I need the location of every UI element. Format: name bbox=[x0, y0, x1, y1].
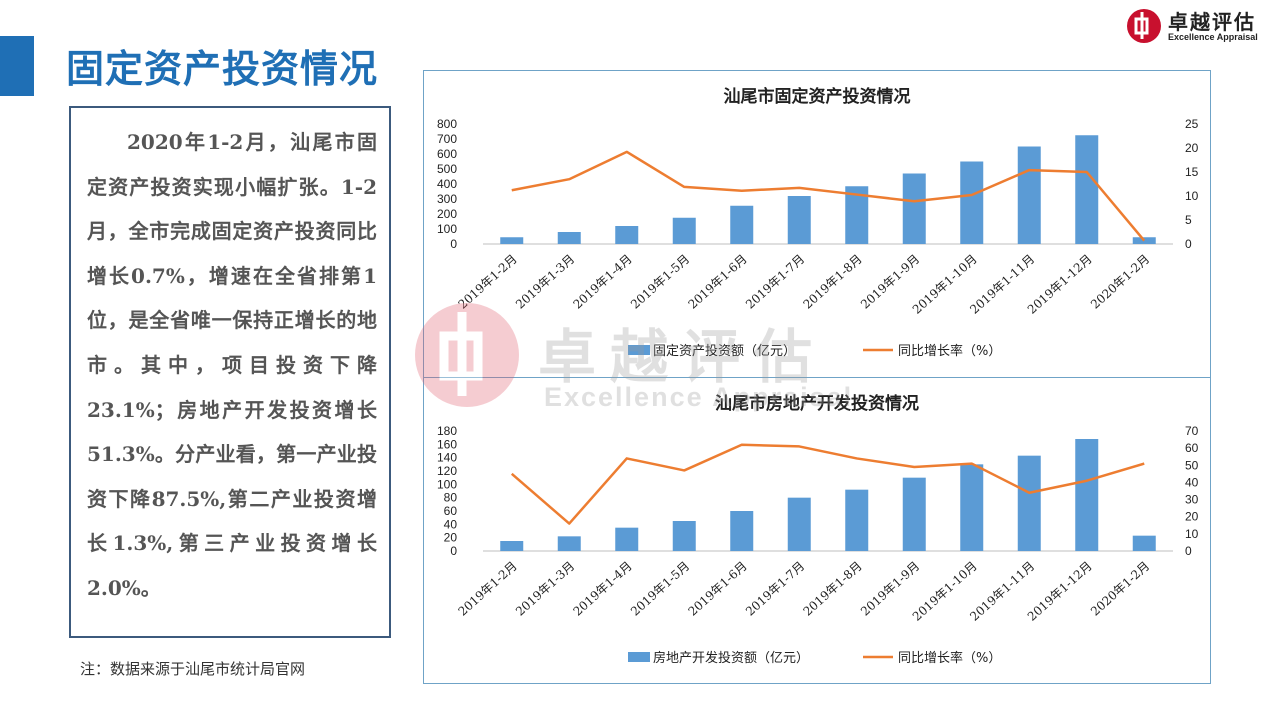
chart-fixed-asset-investment: 汕尾市固定资产投资情况01002003004005006007008000510… bbox=[437, 86, 1199, 359]
y-tick-right: 50 bbox=[1185, 458, 1199, 472]
bar bbox=[960, 161, 984, 244]
bar bbox=[557, 536, 581, 551]
y-tick-left: 60 bbox=[444, 504, 458, 518]
legend-bar-label: 房地产开发投资额（亿元） bbox=[653, 650, 809, 666]
bar bbox=[1017, 146, 1041, 244]
x-tick-label: 2019年1-2月 bbox=[455, 559, 519, 619]
bar bbox=[615, 527, 639, 551]
bar bbox=[1132, 535, 1156, 551]
y-tick-right: 0 bbox=[1185, 237, 1192, 251]
x-tick-label: 2019年1-7月 bbox=[743, 559, 807, 619]
y-tick-left: 400 bbox=[437, 177, 457, 191]
y-tick-left: 300 bbox=[437, 192, 457, 206]
summary-text: 2020年1-2月，汕尾市固定资产投资实现小幅扩张。1-2月，全市完成固定资产投… bbox=[87, 130, 377, 600]
y-tick-right: 40 bbox=[1185, 475, 1199, 489]
y-tick-left: 160 bbox=[437, 437, 457, 451]
legend-line-label: 同比增长率（%） bbox=[898, 343, 1001, 359]
page-title: 固定资产投资情况 bbox=[66, 47, 379, 91]
chart-title: 汕尾市房地产开发投资情况 bbox=[715, 393, 919, 414]
bar bbox=[902, 173, 926, 244]
x-tick-label: 2020年1-2月 bbox=[1088, 252, 1152, 312]
bar bbox=[672, 521, 696, 551]
y-tick-left: 140 bbox=[437, 451, 457, 465]
bar bbox=[902, 477, 926, 551]
bar bbox=[787, 497, 811, 551]
y-tick-left: 20 bbox=[444, 531, 458, 545]
bar bbox=[557, 232, 581, 244]
legend-bar-swatch bbox=[628, 345, 650, 355]
y-tick-left: 700 bbox=[437, 132, 457, 146]
bar bbox=[1075, 439, 1099, 551]
chart-title: 汕尾市固定资产投资情况 bbox=[724, 86, 911, 107]
logo-name: 卓越评估 bbox=[1168, 10, 1256, 34]
bar bbox=[500, 541, 524, 551]
y-tick-left: 40 bbox=[444, 517, 458, 531]
watermark-logo-icon bbox=[415, 303, 519, 407]
bar bbox=[1075, 135, 1099, 244]
growth-line bbox=[510, 443, 1145, 525]
x-tick-label: 2019年1-6月 bbox=[685, 559, 749, 619]
legend-bar-label: 固定资产投资额（亿元） bbox=[653, 343, 796, 359]
x-tick-label: 2020年1-2月 bbox=[1088, 559, 1152, 619]
y-tick-right: 70 bbox=[1185, 424, 1199, 438]
y-tick-left: 800 bbox=[437, 117, 457, 131]
y-tick-right: 0 bbox=[1185, 544, 1192, 558]
growth-line bbox=[511, 150, 1146, 242]
x-tick-label: 2019年1-4月 bbox=[570, 559, 634, 619]
logo-mark-icon bbox=[1127, 9, 1161, 43]
bar bbox=[672, 217, 696, 244]
y-tick-left: 600 bbox=[437, 147, 457, 161]
title-accent-bar bbox=[0, 36, 34, 96]
x-tick-label: 2019年1-8月 bbox=[800, 559, 864, 619]
y-tick-left: 100 bbox=[437, 222, 457, 236]
y-tick-left: 80 bbox=[444, 491, 458, 505]
y-tick-left: 0 bbox=[450, 237, 457, 251]
y-tick-right: 30 bbox=[1185, 493, 1199, 507]
legend-line-label: 同比增长率（%） bbox=[898, 650, 1001, 666]
bar bbox=[845, 489, 869, 551]
y-tick-left: 120 bbox=[437, 464, 457, 478]
y-tick-right: 10 bbox=[1185, 189, 1199, 203]
watermark-cn: 卓越评估 bbox=[538, 323, 827, 391]
watermark: 卓越评估 Excellence Appraisal bbox=[412, 300, 872, 420]
y-tick-right: 15 bbox=[1185, 165, 1199, 179]
logo-tagline: Excellence Appraisal bbox=[1168, 32, 1258, 42]
x-tick-label: 2019年1-5月 bbox=[628, 559, 692, 619]
bar bbox=[787, 196, 811, 244]
company-logo: 卓越评估 Excellence Appraisal bbox=[1126, 6, 1276, 46]
y-tick-right: 20 bbox=[1185, 510, 1199, 524]
y-tick-left: 200 bbox=[437, 207, 457, 221]
y-tick-right: 25 bbox=[1185, 117, 1199, 131]
bar bbox=[960, 464, 984, 551]
watermark-en: Excellence Appraisal bbox=[544, 382, 854, 412]
y-tick-left: 180 bbox=[437, 424, 457, 438]
bar bbox=[730, 511, 754, 551]
legend-bar-swatch bbox=[628, 652, 650, 662]
bar bbox=[615, 226, 639, 244]
y-tick-left: 0 bbox=[450, 544, 457, 558]
y-tick-right: 60 bbox=[1185, 441, 1199, 455]
y-tick-right: 20 bbox=[1185, 141, 1199, 155]
source-note: 注：数据来源于汕尾市统计局官网 bbox=[80, 660, 306, 678]
y-tick-right: 10 bbox=[1185, 527, 1199, 541]
bar bbox=[1017, 455, 1041, 551]
y-tick-right: 5 bbox=[1185, 213, 1192, 227]
summary-box: 2020年1-2月，汕尾市固定资产投资实现小幅扩张。1-2月，全市完成固定资产投… bbox=[69, 106, 391, 638]
y-tick-left: 500 bbox=[437, 162, 457, 176]
x-tick-label: 2019年1-3月 bbox=[513, 559, 577, 619]
chart-real-estate-investment: 汕尾市房地产开发投资情况0204060801001201401601800102… bbox=[437, 393, 1199, 666]
bar bbox=[730, 205, 754, 244]
bar bbox=[845, 186, 869, 244]
bar bbox=[500, 237, 524, 244]
y-tick-left: 100 bbox=[437, 477, 457, 491]
chart-divider bbox=[423, 377, 1211, 378]
